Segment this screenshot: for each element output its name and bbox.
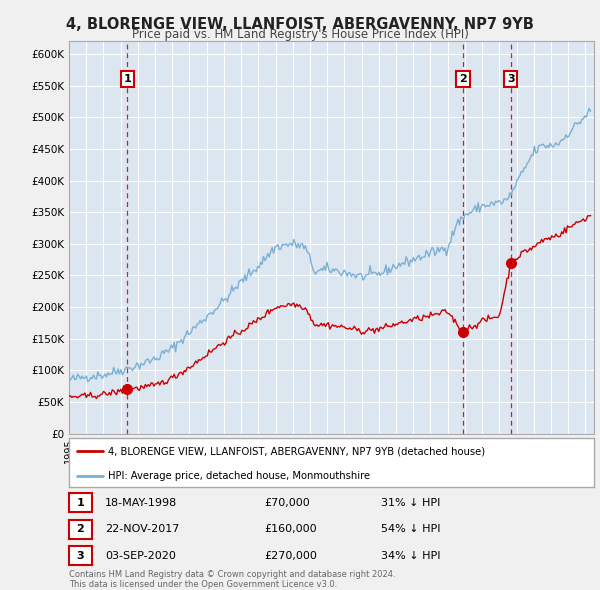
Text: 34% ↓ HPI: 34% ↓ HPI <box>381 551 440 560</box>
Text: £270,000: £270,000 <box>264 551 317 560</box>
Text: 31% ↓ HPI: 31% ↓ HPI <box>381 498 440 507</box>
Text: 54% ↓ HPI: 54% ↓ HPI <box>381 525 440 534</box>
Text: Price paid vs. HM Land Registry's House Price Index (HPI): Price paid vs. HM Land Registry's House … <box>131 28 469 41</box>
Text: £160,000: £160,000 <box>264 525 317 534</box>
Text: 2: 2 <box>77 525 84 534</box>
Text: 3: 3 <box>77 551 84 560</box>
Text: 03-SEP-2020: 03-SEP-2020 <box>105 551 176 560</box>
Text: This data is licensed under the Open Government Licence v3.0.: This data is licensed under the Open Gov… <box>69 579 337 589</box>
Text: 4, BLORENGE VIEW, LLANFOIST, ABERGAVENNY, NP7 9YB: 4, BLORENGE VIEW, LLANFOIST, ABERGAVENNY… <box>66 17 534 31</box>
Text: 18-MAY-1998: 18-MAY-1998 <box>105 498 177 507</box>
Text: 1: 1 <box>124 74 131 84</box>
Text: 1: 1 <box>77 498 84 507</box>
Text: 4, BLORENGE VIEW, LLANFOIST, ABERGAVENNY, NP7 9YB (detached house): 4, BLORENGE VIEW, LLANFOIST, ABERGAVENNY… <box>109 447 485 457</box>
Text: 22-NOV-2017: 22-NOV-2017 <box>105 525 179 534</box>
Text: Contains HM Land Registry data © Crown copyright and database right 2024.: Contains HM Land Registry data © Crown c… <box>69 570 395 579</box>
Text: HPI: Average price, detached house, Monmouthshire: HPI: Average price, detached house, Monm… <box>109 471 371 481</box>
Text: 2: 2 <box>459 74 467 84</box>
Text: 3: 3 <box>507 74 515 84</box>
Text: £70,000: £70,000 <box>264 498 310 507</box>
